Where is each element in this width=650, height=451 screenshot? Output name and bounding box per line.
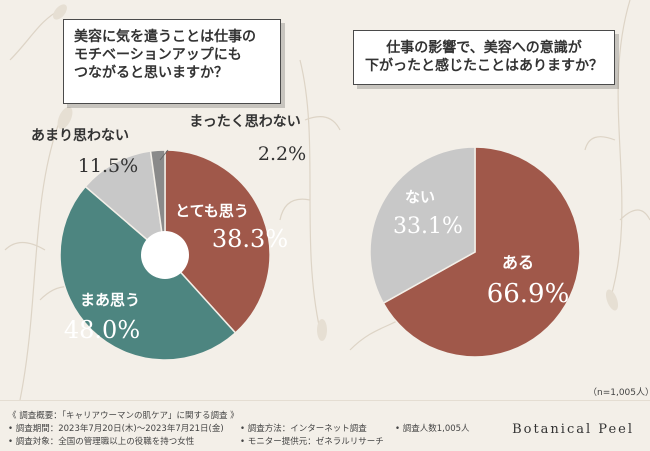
survey-method: • 調査方法：インターネット調査 bbox=[240, 424, 367, 434]
question-box-2: 仕事の影響で、美容への意識が 下がったと感じたことはありますか？ bbox=[353, 30, 615, 85]
pie1-center-hole bbox=[141, 231, 189, 279]
question-2-line-2: 下がったと感じたことはありますか？ bbox=[365, 58, 603, 74]
pie1-slice-2 bbox=[84, 150, 167, 257]
pie1-value-1: 48.0% bbox=[64, 316, 140, 344]
survey-provider: • モニター提供元：ゼネラルリサーチ bbox=[240, 437, 384, 447]
pie1-label-1: まあ思う bbox=[80, 291, 140, 309]
survey-footer: 《 調査概要：「キャリアウーマンの肌ケア」に関する調査 》 • 調査期間：202… bbox=[0, 400, 650, 451]
pie1-slice-1 bbox=[59, 185, 237, 361]
pie1-label-3: まったく思わない bbox=[189, 114, 300, 130]
survey-count: • 調査人数1,005人 bbox=[395, 424, 470, 434]
survey-period: • 調査期間：2023年7月20日(木)〜2023年7月21日(金) bbox=[8, 424, 224, 434]
question-box-1: 美容に気を遣うことは仕事の モチベーションアップにも つながると思いますか？ bbox=[63, 19, 281, 104]
question-2-line-1: 仕事の影響で、美容への意識が bbox=[386, 40, 582, 56]
pie2-value-0: 66.9% bbox=[487, 279, 570, 309]
question-1-line-1: 美容に気を遣うことは仕事の bbox=[74, 29, 256, 45]
pie2-label-0: ある bbox=[502, 253, 534, 272]
pie2-slice-0 bbox=[382, 146, 581, 358]
brand-logo: Botanical Peel bbox=[512, 422, 634, 437]
pie2-label-1: ない bbox=[405, 188, 435, 206]
pie1-slice-0 bbox=[164, 149, 271, 334]
pie1-value-3: 2.2% bbox=[258, 143, 306, 165]
pie-charts: とても思う 38.3% まあ思う 48.0% あまり思わない 11.5% まったく思わない 2… bbox=[31, 114, 581, 361]
question-1-line-3: つながると思いますか？ bbox=[74, 65, 228, 81]
pie1-label-2: あまり思わない bbox=[31, 128, 129, 144]
pie2-slice-1 bbox=[369, 146, 476, 305]
survey-target: • 調査対象：全国の管理職以上の役職を持つ女性 bbox=[8, 437, 195, 447]
pie2-value-1: 33.1% bbox=[393, 214, 463, 239]
pie1-value-0: 38.3% bbox=[212, 225, 288, 253]
sample-size-note: （n=1,005人） bbox=[588, 388, 650, 398]
pie1-label-0: とても思う bbox=[175, 202, 249, 220]
pie1-slice-3 bbox=[149, 149, 166, 256]
survey-overview: 《 調査概要：「キャリアウーマンの肌ケア」に関する調査 》 bbox=[8, 411, 239, 421]
pie1-leader-line bbox=[159, 149, 169, 161]
pie1-value-2: 11.5% bbox=[78, 155, 138, 177]
question-1-line-2: モチベーションアップにも bbox=[74, 47, 242, 63]
